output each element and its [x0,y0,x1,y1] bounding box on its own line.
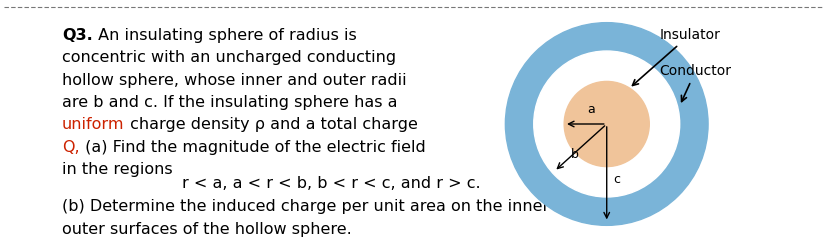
Text: b: b [570,148,577,161]
Text: concentric with an uncharged conducting: concentric with an uncharged conducting [62,50,396,65]
Text: are b and c. If the insulating sphere has a: are b and c. If the insulating sphere ha… [62,95,397,110]
Text: An insulating sphere of radius is: An insulating sphere of radius is [93,28,356,43]
Text: hollow sphere, whose inner and outer radii: hollow sphere, whose inner and outer rad… [62,73,406,88]
Text: c: c [612,173,619,186]
Text: r < a, a < r < b, b < r < c, and r > c.: r < a, a < r < b, b < r < c, and r > c. [182,176,480,191]
Text: (b) Determine the induced charge per unit area on the inner and: (b) Determine the induced charge per uni… [62,199,584,214]
Text: Conductor: Conductor [658,64,730,101]
Text: Insulator: Insulator [632,28,719,86]
Text: a: a [587,103,595,116]
Text: in the regions: in the regions [62,162,173,177]
Text: (a) Find the magnitude of the electric field: (a) Find the magnitude of the electric f… [79,140,425,155]
Circle shape [533,51,679,197]
Text: outer surfaces of the hollow sphere.: outer surfaces of the hollow sphere. [62,221,351,237]
Text: uniform: uniform [62,117,124,132]
Text: Q3.: Q3. [62,28,93,43]
Circle shape [504,23,707,225]
Text: Q,: Q, [62,140,79,155]
Text: charge density ρ and a total charge: charge density ρ and a total charge [124,117,417,132]
Circle shape [563,81,648,167]
